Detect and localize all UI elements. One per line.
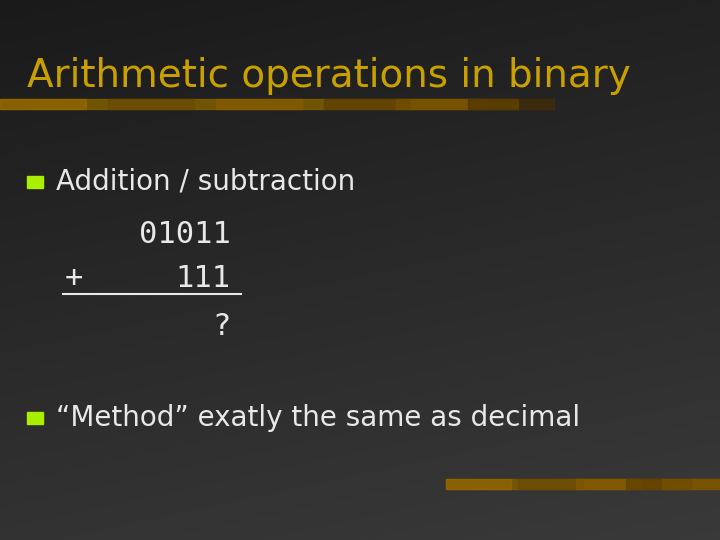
Text: “Method” exatly the same as decimal: “Method” exatly the same as decimal — [56, 404, 580, 432]
Bar — [27, 176, 43, 188]
Bar — [0, 99, 86, 109]
Bar — [27, 412, 43, 424]
Bar — [662, 479, 720, 489]
Bar — [468, 99, 554, 109]
Bar — [446, 479, 720, 489]
Text: Addition / subtraction: Addition / subtraction — [56, 168, 356, 196]
Bar — [0, 99, 518, 109]
Text: 01011: 01011 — [138, 220, 230, 249]
Bar — [626, 479, 691, 489]
Text: ?: ? — [212, 312, 230, 341]
Bar — [576, 479, 641, 489]
Bar — [396, 99, 482, 109]
Bar — [216, 99, 302, 109]
Bar — [108, 99, 194, 109]
Bar — [446, 479, 511, 489]
Text: +: + — [65, 264, 84, 293]
Text: 111: 111 — [175, 264, 230, 293]
Bar — [324, 99, 410, 109]
Bar — [518, 479, 583, 489]
Text: Arithmetic operations in binary: Arithmetic operations in binary — [27, 57, 631, 94]
